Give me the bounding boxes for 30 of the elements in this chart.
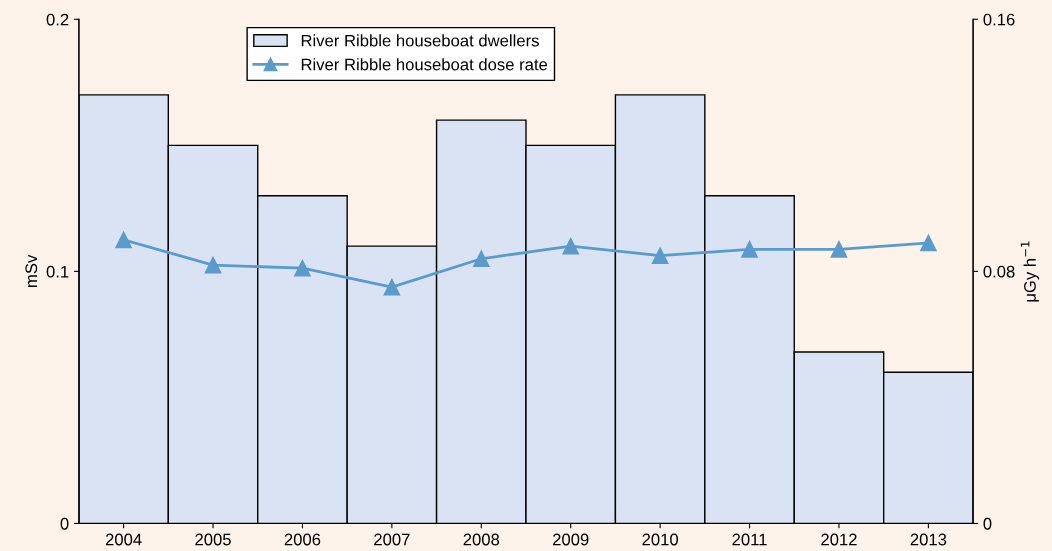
y2-axis-title: μGy h$^{−1}$	[1020, 241, 1040, 302]
point	[651, 247, 669, 264]
point	[294, 259, 311, 277]
y2-tick-label: 0.08	[983, 265, 1015, 278]
y-tick-label: 0.1	[46, 265, 69, 278]
y-axis-title: mSv	[25, 254, 38, 287]
x-tick-label: 2012	[821, 533, 857, 546]
point	[115, 231, 132, 249]
x-tick-label: 2011	[732, 533, 767, 546]
x-tick-label: 2004	[105, 533, 142, 546]
x-tick-label: 2006	[284, 533, 321, 546]
x-tick-label: 2013	[910, 533, 947, 546]
point	[741, 240, 758, 258]
point	[472, 250, 490, 268]
point	[830, 240, 848, 258]
y2-tick-label: 0	[983, 517, 992, 530]
y-tick-label: 0	[60, 517, 69, 530]
legend-label: River Ribble houseboat dwellers	[301, 34, 539, 47]
y-tick-label: 0.2	[46, 13, 69, 26]
x-tick-label: 2008	[463, 533, 500, 546]
x-tick-label: 2009	[553, 533, 589, 546]
point	[562, 237, 580, 255]
point	[204, 256, 222, 274]
point	[383, 278, 401, 296]
y2-tick-label: 0.16	[983, 13, 1015, 26]
x-tick-label: 2010	[642, 533, 679, 546]
point	[920, 234, 937, 252]
legend-label: River Ribble houseboat dose rate	[301, 58, 548, 71]
x-tick-label: 2007	[374, 533, 410, 546]
x-tick-label: 2005	[195, 533, 231, 546]
